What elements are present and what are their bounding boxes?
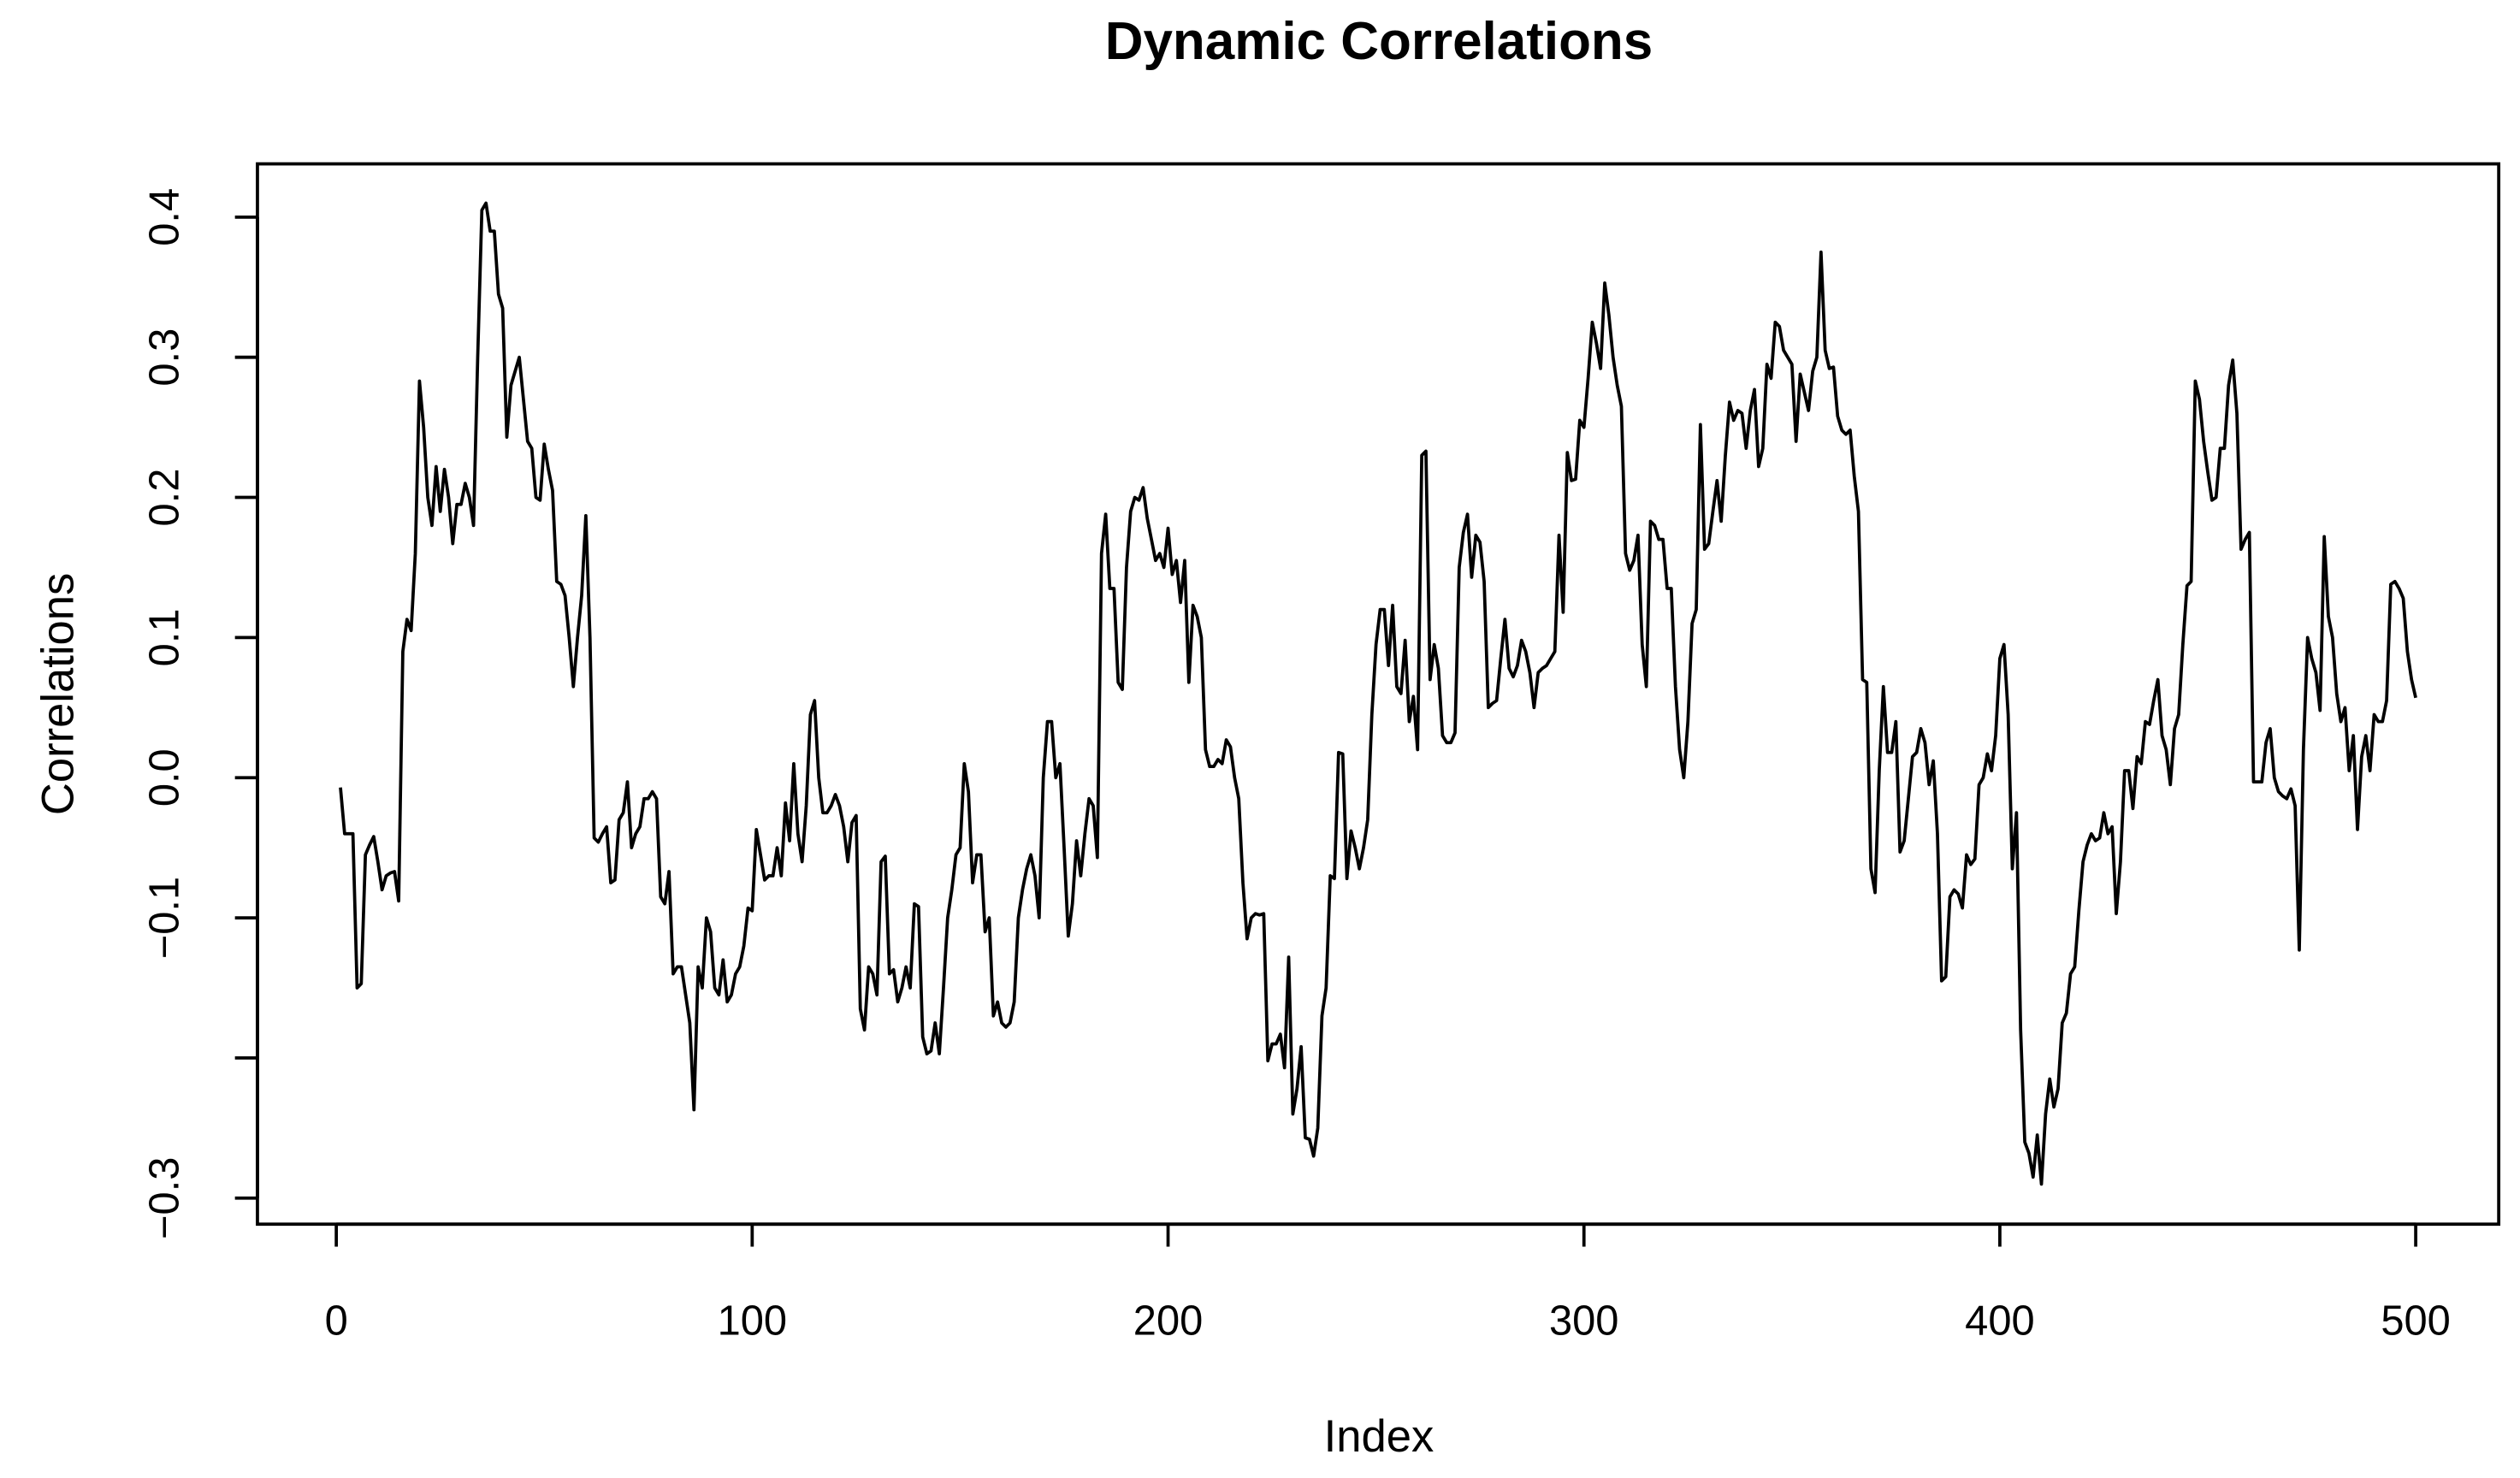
x-tick-label: 300 [1549,1298,1618,1345]
y-tick-label: −0.3 [142,1157,188,1239]
y-tick-label: 0.0 [142,748,188,807]
x-axis-title: Index [1324,1411,1435,1462]
y-tick-label: 0.4 [142,188,188,246]
data-line [339,201,2417,1186]
y-tick-label: −0.1 [142,877,188,959]
x-tick-label: 500 [2381,1298,2450,1345]
y-tick-label: 0.2 [142,469,188,527]
y-axis-title: Correlations [33,573,84,815]
y-tick-label: 0.1 [142,608,188,666]
x-tick-label: 100 [718,1298,787,1345]
x-tick-label: 400 [1965,1298,2034,1345]
x-tick-label: 0 [325,1298,348,1345]
chart-title: Dynamic Correlations [1105,12,1653,71]
x-tick-label: 200 [1133,1298,1203,1345]
y-tick-label: 0.3 [142,328,188,387]
